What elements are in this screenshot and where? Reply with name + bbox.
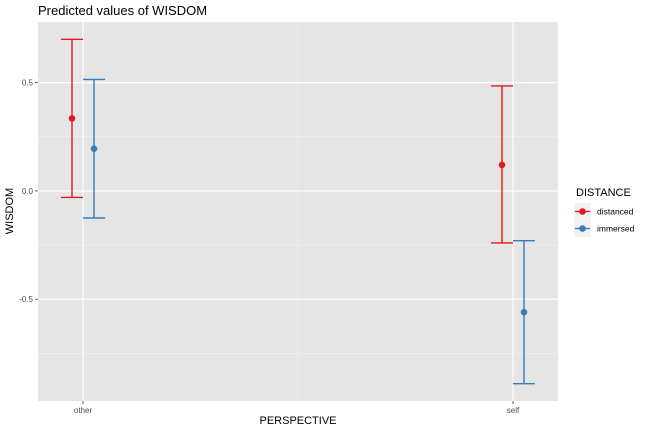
y-tick-label: 0.0 bbox=[22, 187, 34, 196]
x-axis-title: PERSPECTIVE bbox=[259, 415, 336, 427]
legend-key-point bbox=[579, 225, 586, 232]
data-point bbox=[520, 308, 528, 316]
legend-title: DISTANCE bbox=[576, 187, 631, 199]
grid-minor bbox=[38, 22, 558, 401]
y-tick-label: 0.5 bbox=[22, 79, 34, 88]
y-axis-title: WISDOM bbox=[4, 188, 16, 234]
grid-major bbox=[38, 22, 558, 401]
chart-title: Predicted values of WISDOM bbox=[38, 3, 207, 18]
data-point bbox=[68, 115, 76, 122]
legend-label: distanced bbox=[597, 207, 634, 217]
legend: DISTANCE distanced immersed bbox=[574, 187, 635, 237]
y-tick-label: -0.5 bbox=[19, 295, 33, 304]
x-tick-label: other bbox=[74, 406, 93, 415]
data-point bbox=[90, 145, 98, 152]
legend-label: immersed bbox=[597, 224, 635, 234]
data-point bbox=[498, 161, 506, 169]
legend-key-point bbox=[579, 208, 586, 215]
x-tick-label: self bbox=[507, 406, 520, 415]
axis-ticks: -0.5 0.0 0.5 other self bbox=[19, 79, 520, 415]
data-marks bbox=[61, 38, 535, 385]
